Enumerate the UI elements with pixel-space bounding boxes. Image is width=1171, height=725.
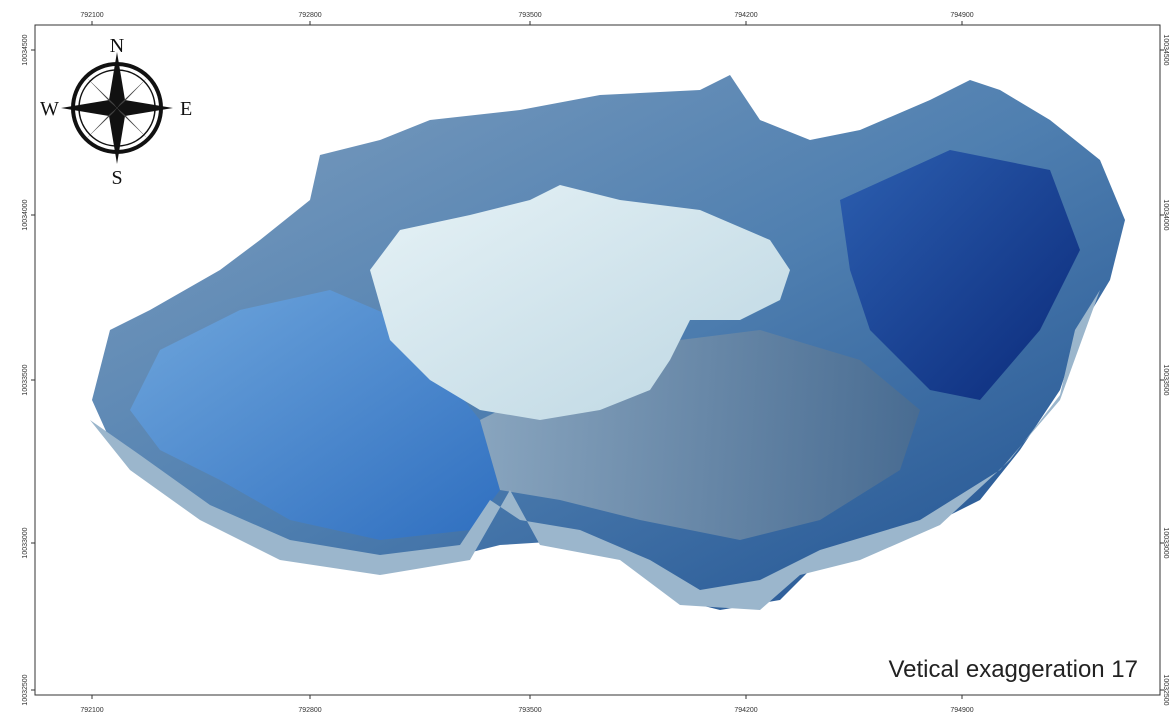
compass-rose: N S E W	[40, 35, 192, 189]
left-tick-label: 10034500	[22, 34, 29, 65]
right-tick-label: 10033500	[1162, 364, 1169, 395]
bottom-tick-label: 794200	[734, 707, 757, 714]
compass-west: W	[40, 98, 59, 120]
compass-east: E	[180, 98, 192, 120]
bottom-tick-label: 793500	[518, 707, 541, 714]
top-tick-label: 792800	[298, 12, 321, 19]
terrain	[90, 75, 1125, 610]
top-tick-label: 792100	[80, 12, 103, 19]
bottom-tick-label: 792100	[80, 707, 103, 714]
map-frame	[34, 24, 1161, 696]
compass-south: S	[111, 167, 122, 189]
top-tick-label: 793500	[518, 12, 541, 19]
left-tick-label: 10034000	[22, 199, 29, 230]
left-tick-label: 10032500	[22, 674, 29, 705]
caption: Vetical exaggeration 17	[888, 656, 1138, 683]
left-tick-label: 10033500	[22, 364, 29, 395]
bottom-tick-label: 792800	[298, 707, 321, 714]
right-tick-label: 10033000	[1162, 527, 1169, 558]
right-tick-label: 10034500	[1162, 34, 1169, 65]
right-tick-label: 10034000	[1162, 199, 1169, 230]
compass-north: N	[110, 35, 124, 57]
bottom-tick-label: 794900	[950, 707, 973, 714]
left-tick-label: 10033000	[22, 527, 29, 558]
top-tick-label: 794200	[734, 12, 757, 19]
top-tick-label: 794900	[950, 12, 973, 19]
right-tick-label: 10032500	[1162, 674, 1169, 705]
